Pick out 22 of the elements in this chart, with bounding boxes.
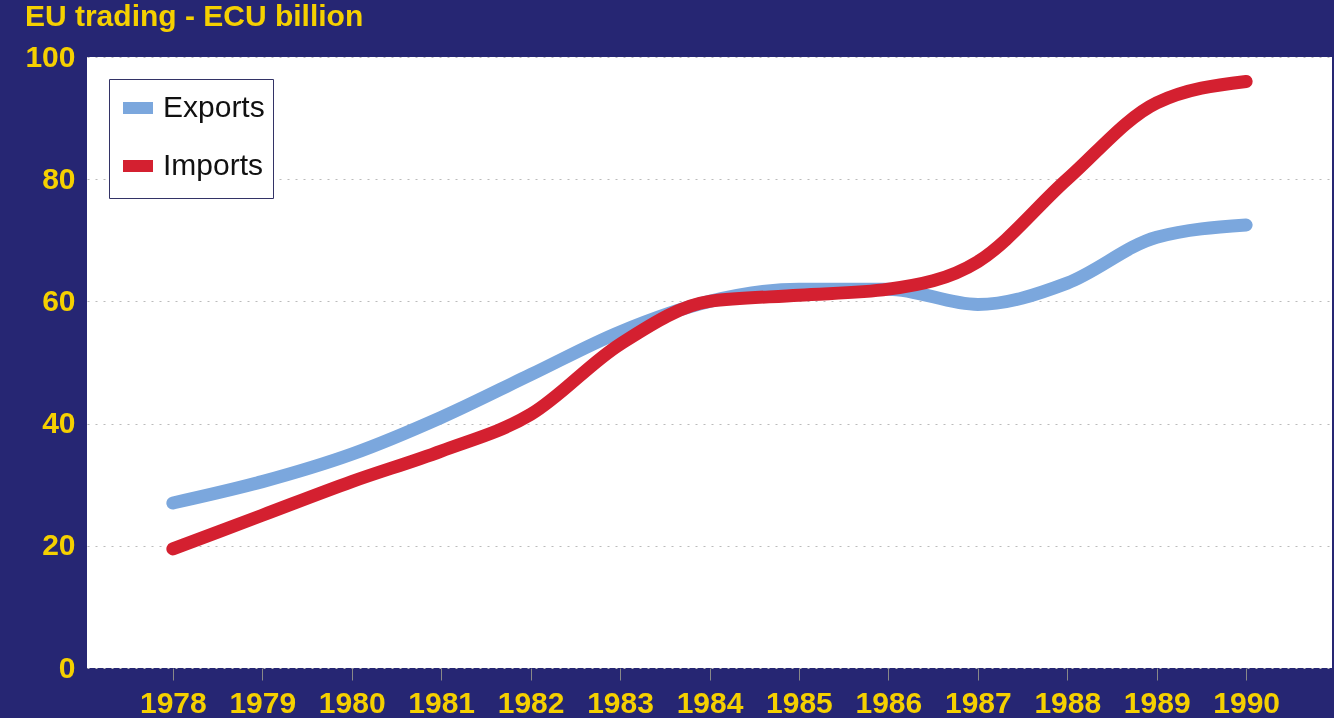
x-tick-label: 1985 (766, 685, 833, 718)
x-tick-label: 1981 (408, 685, 476, 718)
x-tick-label: 1989 (1123, 685, 1191, 718)
x-tick-label: 1979 (229, 685, 297, 718)
chart-title: EU trading - ECU billion (24, 0, 364, 32)
y-tick-label: 80 (42, 161, 76, 195)
x-tick-label: 1986 (855, 685, 923, 718)
y-tick-label: 20 (42, 528, 76, 562)
x-tick-label: 1978 (139, 685, 207, 718)
x-tick-label: 1980 (318, 685, 386, 718)
legend-label: Imports (163, 148, 264, 181)
legend-label: Exports (163, 90, 265, 123)
y-tick-label: 100 (25, 39, 76, 73)
y-tick-label: 0 (58, 650, 76, 684)
x-tick-label: 1984 (676, 685, 744, 718)
x-tick-label: 1990 (1213, 685, 1281, 718)
y-tick-label: 60 (42, 283, 76, 317)
x-tick-label: 1983 (587, 685, 654, 718)
y-tick-label: 40 (42, 406, 76, 440)
x-tick-label: 1982 (497, 685, 565, 718)
x-tick-label: 1987 (944, 685, 1012, 718)
x-tick-label: 1988 (1034, 685, 1102, 718)
